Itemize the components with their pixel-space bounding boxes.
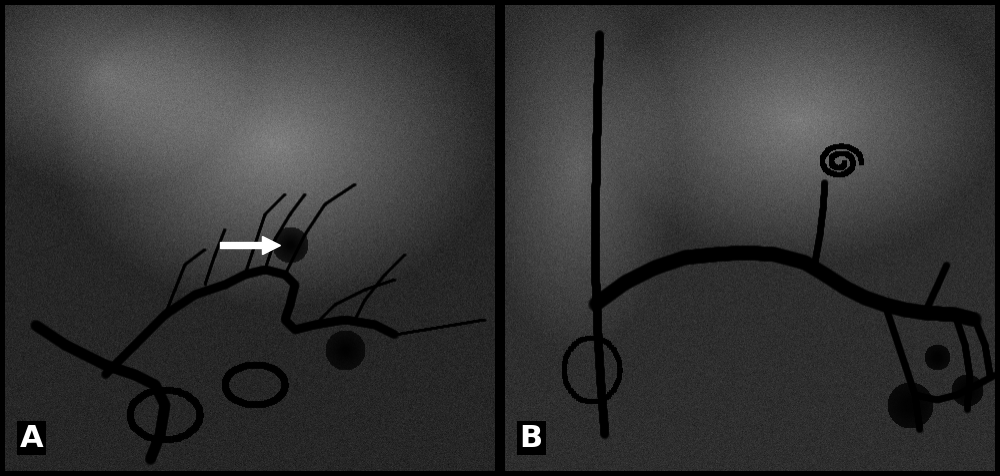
FancyArrow shape [220,237,280,255]
Text: B: B [520,424,543,453]
Text: A: A [20,424,43,453]
